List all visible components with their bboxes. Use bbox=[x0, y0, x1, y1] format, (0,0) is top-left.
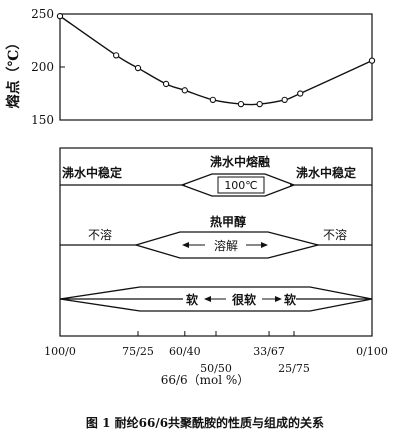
softness-soft-right-label: 软 bbox=[284, 292, 296, 307]
melting-point-markers bbox=[56, 12, 376, 108]
data-point bbox=[162, 80, 170, 88]
water-temp-box bbox=[217, 176, 265, 194]
melting-point-panel: 250 200 150 熔点（℃） bbox=[5, 7, 376, 127]
melting-plot-frame bbox=[59, 13, 373, 121]
water-stable-left-label: 沸水中稳定 bbox=[62, 165, 122, 180]
row-softness: 软 很软 软 bbox=[59, 286, 373, 312]
data-point bbox=[368, 57, 376, 64]
water-melt-envelope bbox=[180, 173, 296, 197]
data-point bbox=[134, 64, 142, 72]
x-tick-label: 33/67 bbox=[253, 345, 285, 358]
water-stable-right-label: 沸水中稳定 bbox=[296, 165, 356, 180]
data-point bbox=[209, 96, 217, 104]
row-hot-methanol: 溶解 不溶 热甲醇 不溶 bbox=[60, 214, 372, 259]
softness-arrowhead-right bbox=[275, 296, 282, 302]
y-tick-label: 200 bbox=[31, 60, 54, 74]
softness-soft-left-label: 软 bbox=[186, 292, 198, 307]
properties-panel: 100℃ 沸水中稳定 沸水中熔融 沸水中稳定 溶解 不溶 热甲醇 不溶 bbox=[44, 147, 388, 387]
water-melt-label: 沸水中熔融 bbox=[210, 154, 270, 169]
y-axis-label: 熔点（℃） bbox=[5, 36, 22, 109]
data-point bbox=[256, 100, 263, 108]
softness-arrowhead-left bbox=[204, 296, 211, 302]
hot-methanol-label: 热甲醇 bbox=[210, 214, 246, 229]
data-point bbox=[281, 96, 288, 104]
y-axis-ticks: 250 200 150 bbox=[31, 7, 65, 127]
row-boiling-water: 100℃ 沸水中稳定 沸水中熔融 沸水中稳定 bbox=[60, 154, 372, 197]
water-temp-label: 100℃ bbox=[224, 179, 257, 192]
data-point bbox=[181, 87, 188, 94]
x-tick-label: 75/25 bbox=[122, 345, 154, 358]
methanol-insoluble-right-label: 不溶 bbox=[323, 227, 347, 242]
methanol-soluble-envelope bbox=[133, 231, 321, 259]
y-tick-label: 150 bbox=[31, 113, 54, 127]
methanol-arrowhead-right bbox=[261, 242, 268, 248]
data-point bbox=[113, 52, 120, 59]
y-tick-label: 250 bbox=[31, 7, 54, 21]
data-point bbox=[56, 12, 64, 20]
data-point bbox=[297, 90, 304, 97]
x-tick-label: 100/0 bbox=[44, 345, 76, 358]
data-point bbox=[237, 100, 245, 108]
methanol-dissolve-label: 溶解 bbox=[214, 238, 238, 253]
melting-point-curve bbox=[59, 15, 373, 106]
x-axis-ticks: 100/0 75/25 60/40 50/50 33/67 25/75 0/100 bbox=[44, 331, 388, 375]
x-axis-label: 66/6（mol %） bbox=[161, 373, 250, 387]
methanol-arrowhead-left bbox=[182, 242, 189, 248]
x-tick-label: 50/50 bbox=[200, 362, 232, 375]
softness-very-soft-label: 很软 bbox=[231, 292, 256, 307]
methanol-insoluble-left-label: 不溶 bbox=[88, 227, 112, 242]
figure-caption: 图 1 耐纶66/6共聚酰胺的性质与组成的关系 bbox=[86, 415, 324, 430]
x-tick-label: 60/40 bbox=[169, 345, 201, 358]
x-tick-label: 0/100 bbox=[356, 345, 388, 358]
x-tick-label: 25/75 bbox=[278, 362, 310, 375]
